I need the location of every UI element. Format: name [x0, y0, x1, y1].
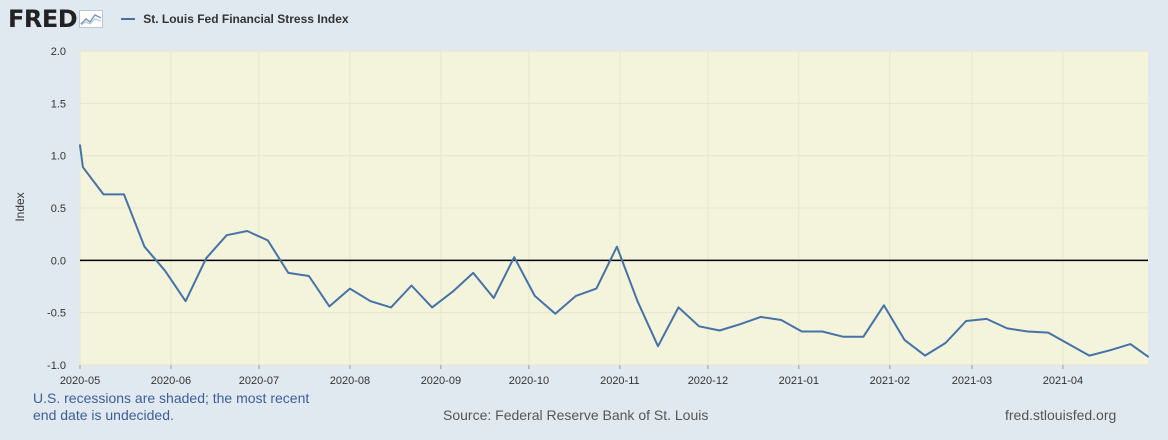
y-tick-label: 1.5 — [51, 98, 66, 110]
recession-note-line-2: end date is undecided. — [33, 407, 174, 423]
y-tick-label: 1.0 — [51, 151, 66, 163]
x-tick-label: 2020-07 — [239, 375, 279, 387]
x-tick-label: 2021-04 — [1043, 375, 1083, 387]
x-tick-label: 2020-05 — [60, 375, 100, 387]
x-tick-label: 2021-02 — [870, 375, 910, 387]
y-tick-label: 0.0 — [51, 255, 66, 267]
y-tick-label: 2.0 — [51, 46, 66, 58]
recession-note: U.S. recessions are shaded; the most rec… — [33, 390, 309, 424]
y-axis-label: Index — [13, 192, 27, 222]
fred-logo[interactable]: FRED — [8, 5, 104, 33]
recession-note-line-1: U.S. recessions are shaded; the most rec… — [33, 390, 310, 406]
source-text: Source: Federal Reserve Bank of St. Loui… — [443, 407, 709, 423]
x-tick-label: 2020-12 — [688, 375, 728, 387]
y-tick-label: -1.0 — [47, 360, 66, 372]
x-tick-label: 2021-03 — [952, 375, 992, 387]
x-tick-label: 2020-06 — [151, 375, 191, 387]
series-line — [79, 144, 1149, 358]
x-tick-label: 2021-01 — [779, 375, 819, 387]
x-tick-label: 2020-11 — [600, 375, 640, 387]
x-tick-label: 2020-09 — [421, 375, 461, 387]
site-link[interactable]: fred.stlouisfed.org — [1005, 407, 1117, 423]
legend-label: St. Louis Fed Financial Stress Index — [143, 12, 349, 26]
chart-legend: St. Louis Fed Financial Stress Index — [121, 12, 349, 26]
y-tick-label: -0.5 — [47, 308, 66, 320]
legend-swatch — [121, 18, 136, 20]
fred-logo-text: FRED — [8, 5, 78, 33]
y-tick-label: 0.5 — [51, 203, 66, 215]
chart-header: FRED St. Louis Fed Financial Stress Inde… — [8, 4, 349, 34]
line-chart-icon — [79, 10, 104, 28]
x-tick-label: 2020-10 — [509, 375, 549, 387]
x-tick-label: 2020-08 — [330, 375, 370, 387]
